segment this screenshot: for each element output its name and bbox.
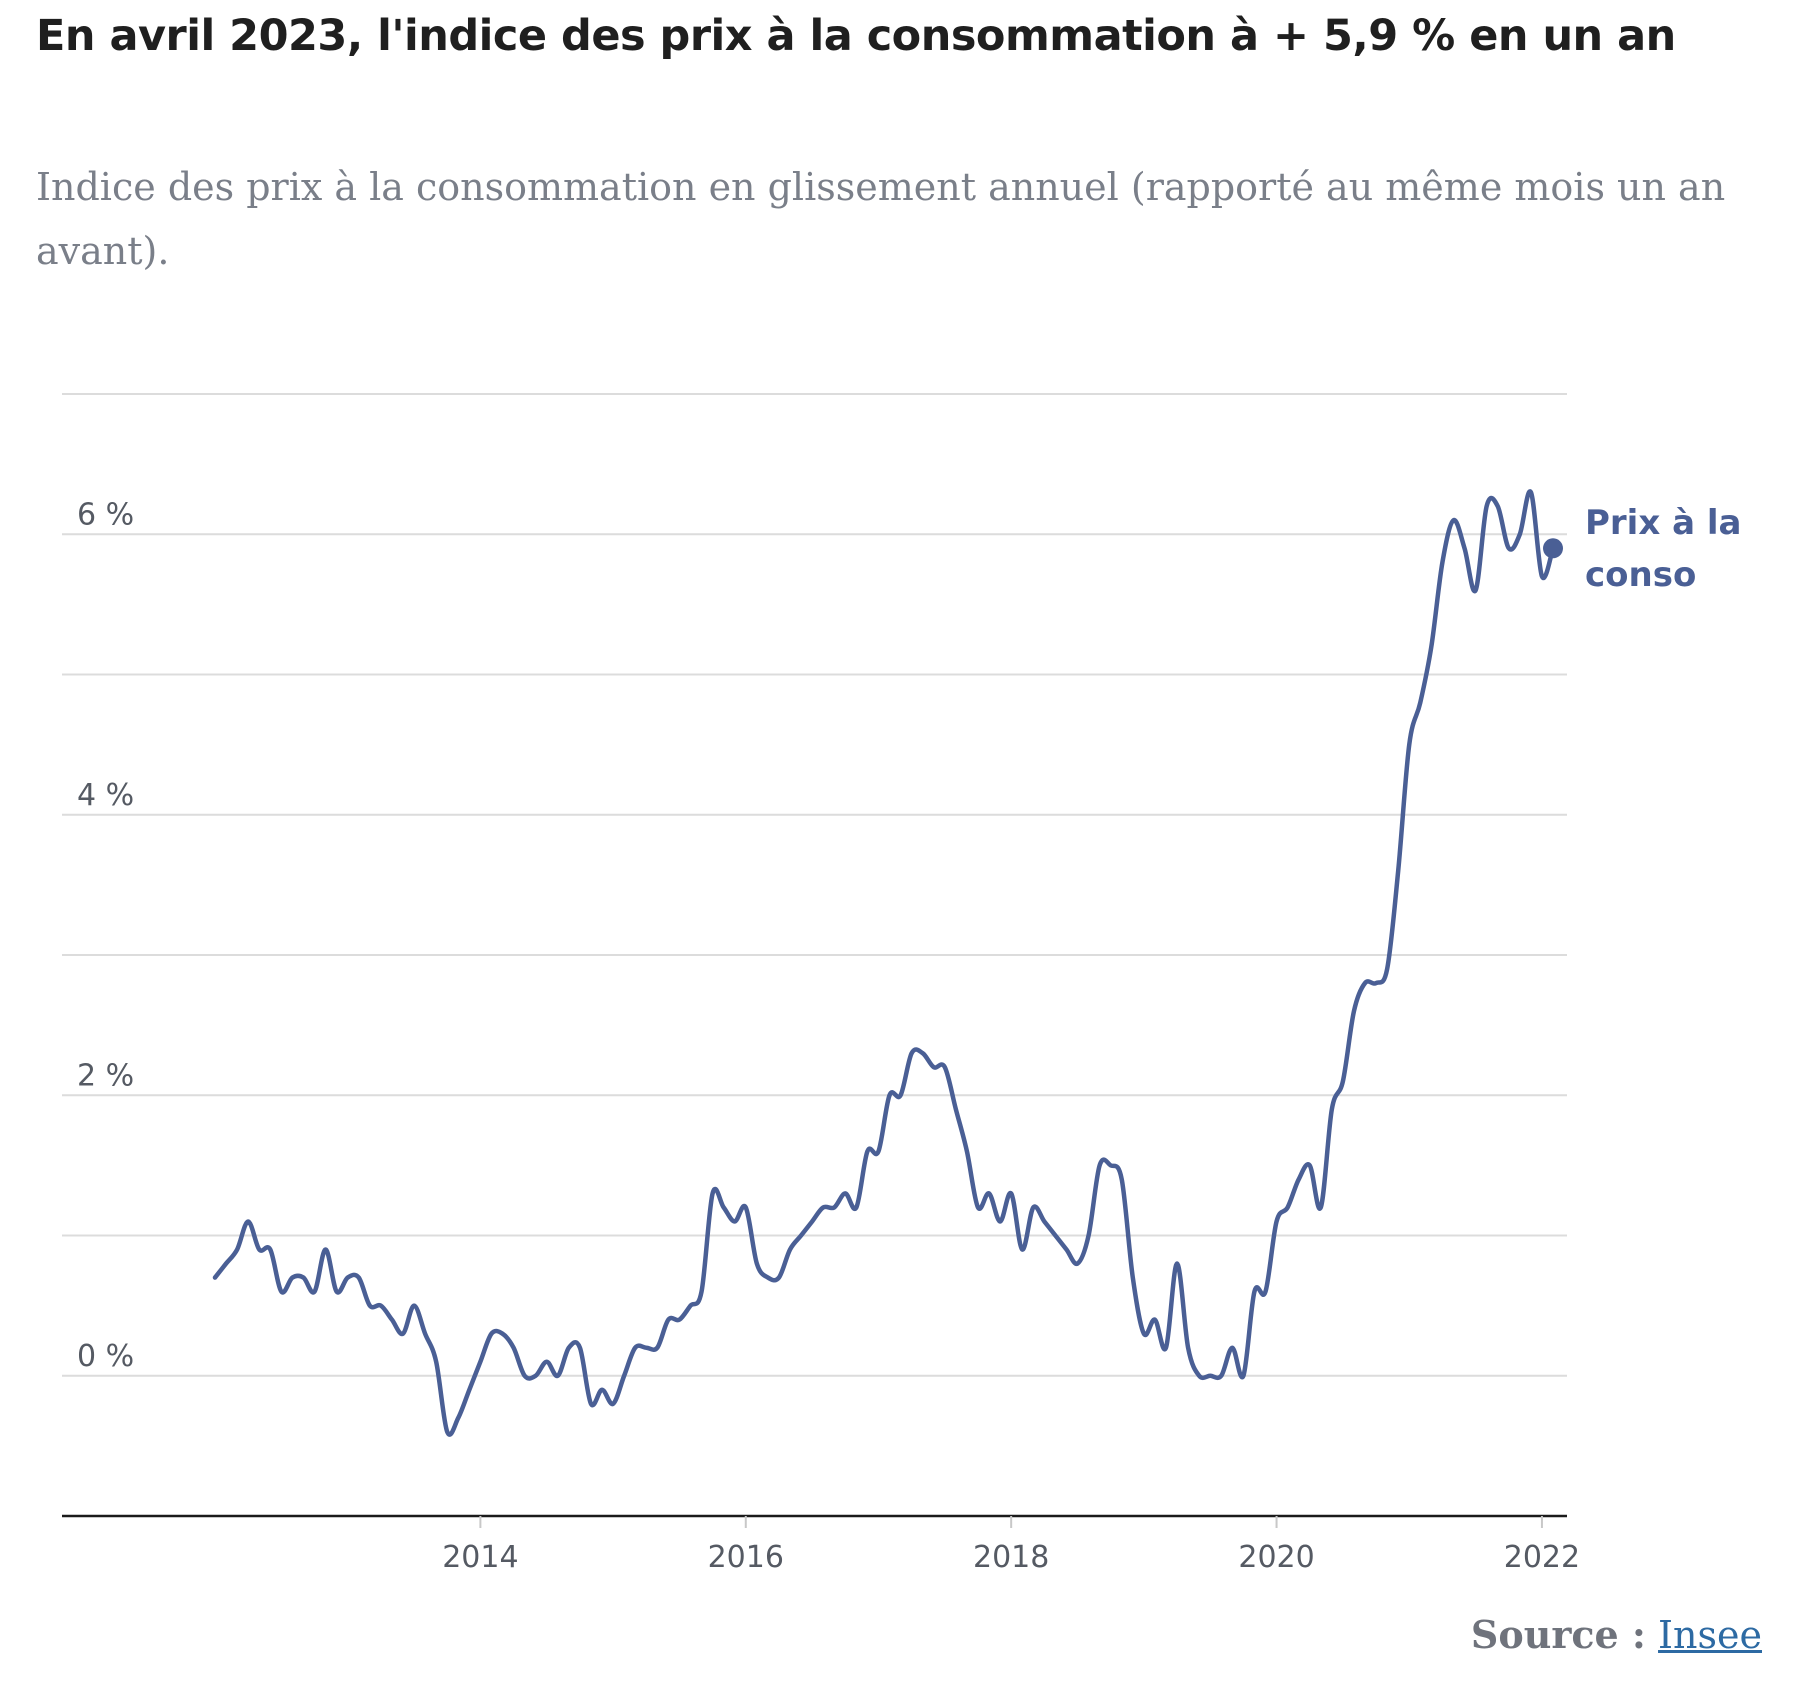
series-label-line-2: conso — [1585, 555, 1697, 595]
y-tick-label: 2 % — [77, 1058, 134, 1093]
x-tick-label: 2018 — [973, 1540, 1049, 1575]
series-label: Prix à la conso — [1585, 497, 1785, 601]
series-label-line-1: Prix à la — [1585, 503, 1742, 543]
y-tick-label: 4 % — [77, 778, 134, 813]
series-prix-a-la-conso — [212, 489, 1563, 1437]
gridlines — [62, 393, 1567, 1518]
chart-title: En avril 2023, l'indice des prix à la co… — [36, 11, 1676, 61]
source-link-insee[interactable]: Insee — [1658, 1613, 1762, 1657]
x-tick-label: 2020 — [1238, 1540, 1314, 1575]
series-line — [212, 489, 1556, 1437]
x-tick-label: 2022 — [1504, 1540, 1580, 1575]
source-note: Source : Insee — [1471, 1612, 1762, 1657]
y-axis-tick-labels: 0 % 2 % 4 % 6 % — [77, 497, 134, 1374]
x-axis: 2014 2016 2018 2020 2022 — [442, 1516, 1580, 1575]
series-end-point — [1543, 538, 1563, 559]
source-label: Source : — [1470, 1612, 1646, 1657]
y-tick-label: 6 % — [77, 497, 134, 532]
x-tick-label: 2014 — [442, 1540, 518, 1575]
y-tick-label: 0 % — [77, 1339, 134, 1374]
chart-subtitle: Indice des prix à la consommation en gli… — [36, 165, 1726, 273]
x-tick-label: 2016 — [708, 1540, 784, 1575]
